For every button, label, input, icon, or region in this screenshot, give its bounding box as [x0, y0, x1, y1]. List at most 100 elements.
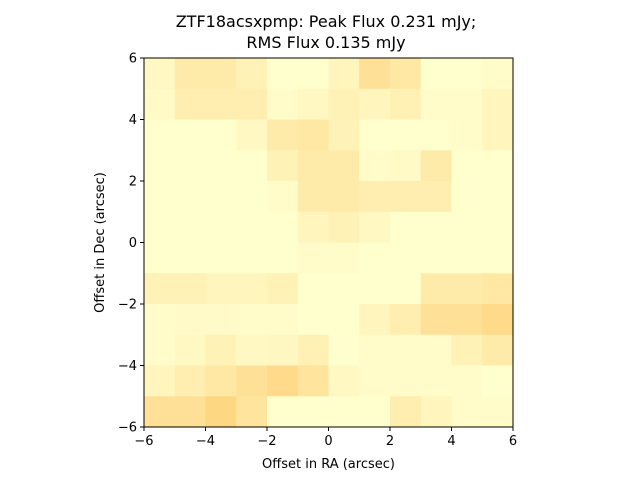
heatmap-cell	[482, 334, 514, 367]
heatmap-cell	[267, 396, 299, 428]
heatmap-cell	[328, 365, 360, 397]
heatmap-cell	[451, 304, 483, 336]
heatmap-cell	[359, 119, 391, 151]
heatmap-cell	[236, 365, 268, 397]
heatmap-cell	[451, 334, 483, 367]
heatmap-cell	[482, 242, 514, 274]
heatmap-cell	[144, 334, 176, 367]
heatmap-cell	[420, 211, 453, 244]
heatmap-cell	[174, 119, 207, 151]
x-tick-label: 6	[509, 434, 517, 449]
heatmap-cell	[328, 304, 360, 336]
y-axis: −6 −4 −2 0 2 4 6	[118, 52, 144, 436]
heatmap-cell	[359, 304, 391, 336]
heatmap-cell	[328, 88, 360, 121]
heatmap-cell	[328, 242, 360, 274]
heatmap-cell	[297, 88, 330, 121]
heatmap-cell	[174, 150, 207, 182]
heatmap-cell	[205, 211, 237, 244]
heatmap-cell	[297, 119, 330, 151]
heatmap-cell	[390, 211, 422, 244]
heatmap-cell	[482, 58, 514, 90]
heatmap-cell	[174, 242, 207, 274]
heatmap-cell	[359, 211, 391, 244]
heatmap-cell	[236, 242, 268, 274]
heatmap-cell	[390, 334, 422, 367]
heatmap-cell	[267, 242, 299, 274]
heatmap-cell	[297, 150, 330, 182]
heatmap-cell	[174, 273, 207, 305]
heatmap-cell	[267, 334, 299, 367]
heatmap-cell	[328, 334, 360, 367]
x-tick-label: −4	[196, 434, 215, 449]
heatmap-cell	[236, 119, 268, 151]
heatmap-cell	[482, 273, 514, 305]
heatmap-cell	[297, 304, 330, 336]
x-axis-label: Offset in RA (arcsec)	[262, 457, 395, 472]
heatmap-cell	[236, 88, 268, 121]
heatmap-cell	[328, 396, 360, 428]
heatmap-cell	[267, 181, 299, 213]
heatmap-cell	[174, 304, 207, 336]
heatmap-cell	[297, 396, 330, 428]
heatmap-cell	[390, 88, 422, 121]
heatmap-cell	[390, 273, 422, 305]
heatmap-cell	[328, 150, 360, 182]
heatmap-cell	[420, 304, 453, 336]
heatmap-cell	[236, 334, 268, 367]
heatmap-cell	[359, 242, 391, 274]
heatmap-cell	[174, 334, 207, 367]
y-tick-label: −2	[118, 298, 137, 313]
heatmap	[144, 58, 514, 428]
heatmap-cell	[451, 365, 483, 397]
y-tick-label: 6	[129, 52, 137, 67]
heatmap-cell	[297, 242, 330, 274]
heatmap-cell	[205, 119, 237, 151]
y-tick-label: 0	[129, 236, 137, 251]
heatmap-cell	[205, 58, 237, 90]
heatmap-cell	[359, 334, 391, 367]
heatmap-cell	[359, 396, 391, 428]
heatmap-cell	[390, 304, 422, 336]
heatmap-cell	[359, 88, 391, 121]
heatmap-cell	[174, 396, 207, 428]
heatmap-cell	[144, 304, 176, 336]
heatmap-cell	[482, 88, 514, 121]
heatmap-cell	[267, 119, 299, 151]
heatmap-cell	[451, 119, 483, 151]
heatmap-cell	[144, 119, 176, 151]
heatmap-cell	[144, 181, 176, 213]
heatmap-cell	[144, 242, 176, 274]
heatmap-cell	[359, 273, 391, 305]
heatmap-cell	[420, 334, 453, 367]
heatmap-cell	[390, 181, 422, 213]
chart-title-line1: ZTF18acsxpmp: Peak Flux 0.231 mJy;	[176, 12, 477, 31]
heatmap-cell	[144, 211, 176, 244]
heatmap-cell	[328, 181, 360, 213]
heatmap-cell	[451, 150, 483, 182]
heatmap-cell	[451, 242, 483, 274]
heatmap-cell	[451, 396, 483, 428]
heatmap-cell	[297, 365, 330, 397]
heatmap-cell	[236, 273, 268, 305]
heatmap-cell	[236, 304, 268, 336]
heatmap-cell	[267, 58, 299, 90]
heatmap-cell	[297, 211, 330, 244]
heatmap-cell	[144, 273, 176, 305]
heatmap-cell	[390, 396, 422, 428]
chart-title-line2: RMS Flux 0.135 mJy	[246, 33, 405, 52]
heatmap-cell	[144, 58, 176, 90]
x-tick-label: −6	[134, 434, 153, 449]
heatmap-cell	[297, 58, 330, 90]
heatmap-cell	[174, 365, 207, 397]
heatmap-cell	[267, 273, 299, 305]
heatmap-cell	[267, 88, 299, 121]
heatmap-cell	[205, 334, 237, 367]
heatmap-cell	[451, 273, 483, 305]
heatmap-cell	[236, 150, 268, 182]
heatmap-cell	[267, 365, 299, 397]
y-tick-label: −6	[118, 421, 137, 436]
heatmap-cell	[482, 396, 514, 428]
heatmap-cell	[390, 58, 422, 90]
